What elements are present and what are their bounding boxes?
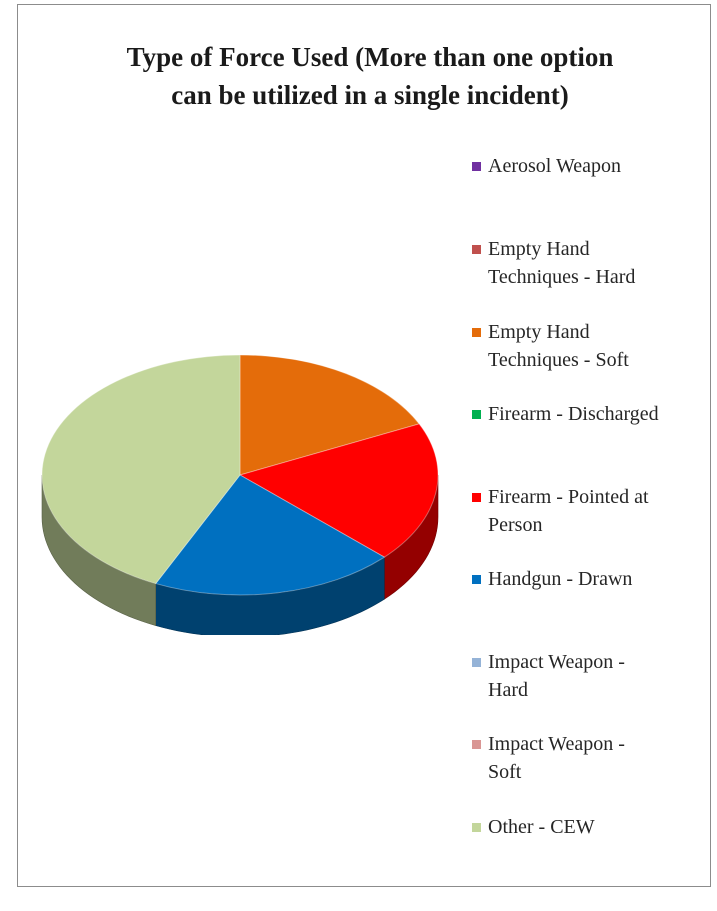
- legend-label: Impact Weapon - Soft: [488, 733, 625, 783]
- legend-item-firearm-discharged: Firearm - Discharged: [472, 400, 712, 428]
- chart-title: Type of Force Used (More than one option…: [40, 38, 700, 114]
- pie-slice-empty-hand-techniques-soft: [239, 354, 421, 476]
- legend-item-firearm-pointed-at-person: Firearm - Pointed at Person: [472, 483, 712, 539]
- legend-swatch: [472, 658, 481, 667]
- pie-slices: [41, 354, 439, 596]
- legend-swatch: [472, 245, 481, 254]
- legend-swatch: [472, 575, 481, 584]
- chart-legend: Aerosol Weapon Empty Hand Techniques - Ha…: [472, 0, 712, 911]
- legend-item-handgun-drawn: Handgun - Drawn: [472, 565, 712, 593]
- legend-item-other-cew: Other - CEW: [472, 813, 712, 841]
- legend-swatch: [472, 410, 481, 419]
- legend-swatch: [472, 328, 481, 337]
- chart-title-line-1: Type of Force Used (More than one option: [126, 42, 614, 72]
- pie-slice-firearm-pointed-at-person: [238, 423, 439, 558]
- legend-swatch: [472, 823, 481, 832]
- legend-swatch: [472, 162, 481, 171]
- legend-item-impact-weapon-soft: Impact Weapon - Soft: [472, 730, 712, 786]
- legend-label: Empty Hand Techniques - Soft: [488, 321, 629, 371]
- legend-item-empty-hand-techniques-hard: Empty Hand Techniques - Hard: [472, 235, 712, 291]
- chart-title-line-2: can be utilized in a single incident): [171, 80, 569, 110]
- pie-slice-other-cew: [41, 354, 241, 585]
- legend-label: Firearm - Discharged: [488, 403, 659, 425]
- legend-label: Empty Hand Techniques - Hard: [488, 238, 636, 288]
- pie-slice-handgun-drawn: [154, 474, 386, 596]
- legend-item-empty-hand-techniques-soft: Empty Hand Techniques - Soft: [472, 318, 712, 374]
- legend-item-aerosol-weapon: Aerosol Weapon: [472, 152, 712, 180]
- legend-swatch: [472, 493, 481, 502]
- legend-label: Other - CEW: [488, 816, 595, 838]
- legend-label: Handgun - Drawn: [488, 568, 633, 590]
- pie-chart: [41, 354, 439, 635]
- legend-label: Aerosol Weapon: [488, 155, 621, 177]
- pie-side-other-cew: [41, 474, 156, 626]
- legend-swatch: [472, 740, 481, 749]
- legend-item-impact-weapon-hard: Impact Weapon - Hard: [472, 648, 712, 704]
- legend-label: Firearm - Pointed at Person: [488, 486, 649, 536]
- legend-label: Impact Weapon - Hard: [488, 651, 625, 701]
